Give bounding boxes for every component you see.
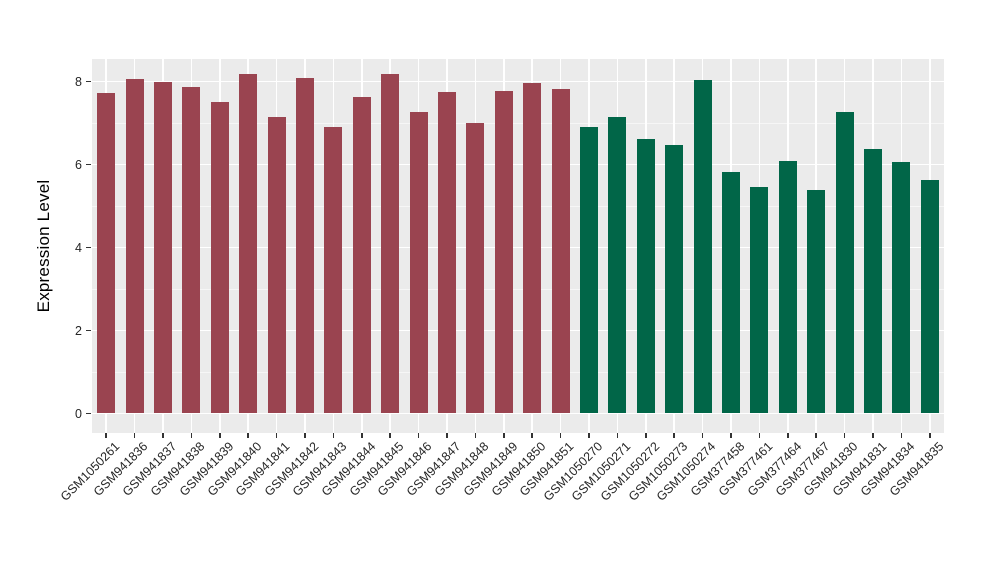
bar-GSM941837 xyxy=(154,81,172,414)
bar-GSM941834 xyxy=(892,161,911,414)
y-tick-label: 6 xyxy=(75,157,82,172)
x-tick-mark xyxy=(417,433,420,438)
gridline-minor xyxy=(92,371,944,373)
x-tick-mark xyxy=(190,433,193,438)
bar-GSM941836 xyxy=(125,78,144,414)
bar-GSM1050261 xyxy=(97,92,116,414)
bar-GSM941844 xyxy=(352,96,371,414)
bar-GSM941851 xyxy=(551,88,570,414)
bar-GSM941846 xyxy=(409,111,428,414)
x-tick-mark xyxy=(133,433,136,438)
y-axis-title: Expression Level xyxy=(34,179,53,313)
gridline-major xyxy=(92,412,944,415)
bar-GSM941838 xyxy=(182,86,201,414)
y-tick-label: 4 xyxy=(75,240,82,255)
y-tick-mark xyxy=(86,246,91,249)
plot-panel xyxy=(92,59,944,433)
x-tick-mark xyxy=(105,433,107,438)
x-tick-mark xyxy=(645,433,647,438)
bar-GSM941842 xyxy=(296,78,314,414)
bar-GSM941830 xyxy=(835,112,854,414)
bar-GSM941840 xyxy=(239,73,258,414)
gridline-minor xyxy=(92,122,944,124)
x-tick-mark xyxy=(588,433,590,438)
y-tick-label: 2 xyxy=(75,323,82,338)
x-tick-mark xyxy=(815,433,817,438)
x-tick-mark xyxy=(531,433,533,438)
x-tick-mark xyxy=(872,433,874,438)
y-tick-mark xyxy=(86,329,91,332)
y-tick-label: 0 xyxy=(75,406,82,421)
x-tick-mark xyxy=(730,433,732,438)
bar-GSM941849 xyxy=(494,90,513,414)
bar-GSM941835 xyxy=(920,180,939,414)
x-tick-mark xyxy=(474,433,477,438)
bar-GSM941831 xyxy=(864,149,882,414)
x-tick-mark xyxy=(332,433,335,438)
x-tick-mark xyxy=(389,433,391,438)
x-tick-mark xyxy=(900,433,903,438)
y-tick-mark xyxy=(86,80,91,83)
x-tick-mark xyxy=(929,433,931,438)
x-tick-mark xyxy=(787,433,789,438)
x-tick-mark xyxy=(247,433,249,438)
bar-GSM941848 xyxy=(466,122,485,414)
gridline-major xyxy=(92,246,944,249)
x-tick-mark xyxy=(559,433,562,438)
bar-GSM377458 xyxy=(722,172,740,414)
x-tick-mark xyxy=(758,433,761,438)
gridline-major xyxy=(92,80,944,83)
bar-GSM377467 xyxy=(807,189,826,414)
x-tick-mark xyxy=(304,433,306,438)
x-tick-mark xyxy=(701,433,704,438)
y-tick-mark xyxy=(86,163,91,166)
bar-GSM941839 xyxy=(210,101,229,414)
gridline-major xyxy=(92,163,944,166)
bar-GSM941850 xyxy=(523,82,542,414)
bar-GSM941847 xyxy=(438,91,456,414)
gridline-major xyxy=(92,329,944,332)
x-tick-mark xyxy=(219,433,221,438)
x-tick-mark xyxy=(275,433,278,438)
x-tick-mark xyxy=(162,433,164,438)
bar-GSM941845 xyxy=(381,73,400,414)
bar-GSM1050273 xyxy=(665,145,684,414)
gridline-minor xyxy=(92,205,944,207)
bar-GSM377464 xyxy=(778,160,797,414)
bar-GSM941841 xyxy=(267,116,286,414)
bar-GSM1050274 xyxy=(693,79,712,414)
x-tick-mark xyxy=(843,433,846,438)
bar-GSM941843 xyxy=(324,127,343,414)
bar-GSM377461 xyxy=(750,186,769,414)
x-tick-mark xyxy=(616,433,619,438)
x-tick-mark xyxy=(361,433,363,438)
bar-GSM1050271 xyxy=(608,116,627,414)
bar-GSM1050270 xyxy=(580,127,598,414)
y-tick-label: 8 xyxy=(75,74,82,89)
x-tick-mark xyxy=(673,433,675,438)
gridline-minor xyxy=(92,288,944,290)
bar-GSM1050272 xyxy=(636,138,655,414)
x-tick-mark xyxy=(446,433,448,438)
x-tick-mark xyxy=(503,433,505,438)
y-tick-mark xyxy=(86,412,91,415)
